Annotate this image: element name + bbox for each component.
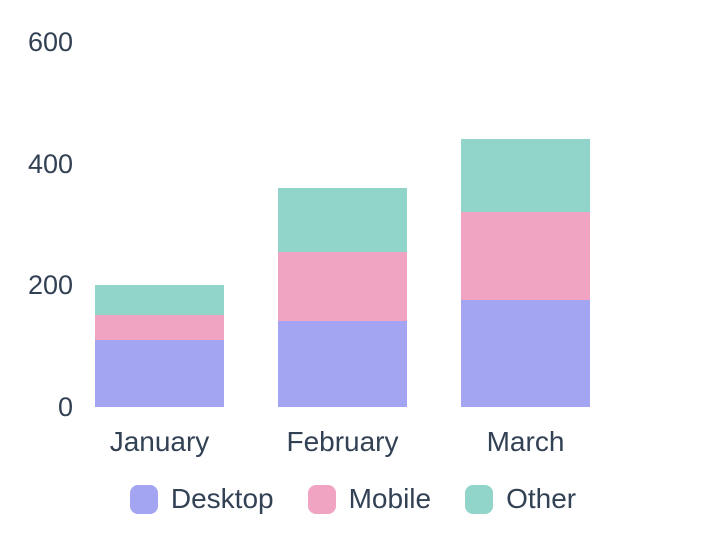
- bar-segment-other-march[interactable]: [461, 139, 590, 213]
- x-category-label-march: March: [486, 426, 565, 457]
- bar-segment-mobile-january[interactable]: [95, 315, 224, 340]
- x-category-label-february: February: [286, 426, 399, 457]
- legend: Desktop Mobile Other: [0, 484, 706, 514]
- y-tick-label-200: 200: [27, 270, 73, 300]
- legend-item-mobile[interactable]: Mobile: [307, 483, 432, 514]
- bar-segment-mobile-february[interactable]: [278, 251, 407, 322]
- y-tick-label-400: 400: [27, 148, 73, 179]
- bar-segment-desktop-march[interactable]: [461, 300, 590, 407]
- legend-swatch-mobile: [307, 484, 336, 514]
- legend-swatch-desktop: [129, 484, 158, 514]
- y-tick-label-0: 0: [57, 391, 73, 422]
- bar-segment-desktop-january[interactable]: [95, 339, 224, 407]
- bar-segment-other-february[interactable]: [278, 187, 407, 252]
- legend-label-desktop: Desktop: [170, 483, 274, 514]
- legend-item-other[interactable]: Other: [465, 484, 576, 514]
- x-category-label-january: January: [109, 426, 210, 457]
- bar-segment-other-january[interactable]: [95, 285, 224, 316]
- legend-label-mobile: Mobile: [348, 483, 432, 514]
- bar-segment-desktop-february[interactable]: [278, 321, 407, 407]
- bar-segment-mobile-march[interactable]: [461, 212, 590, 301]
- legend-label-other: Other: [506, 483, 577, 514]
- legend-swatch-other: [465, 484, 494, 514]
- legend-item-desktop[interactable]: Desktop: [129, 483, 274, 514]
- y-tick-label-600: 600: [27, 27, 73, 57]
